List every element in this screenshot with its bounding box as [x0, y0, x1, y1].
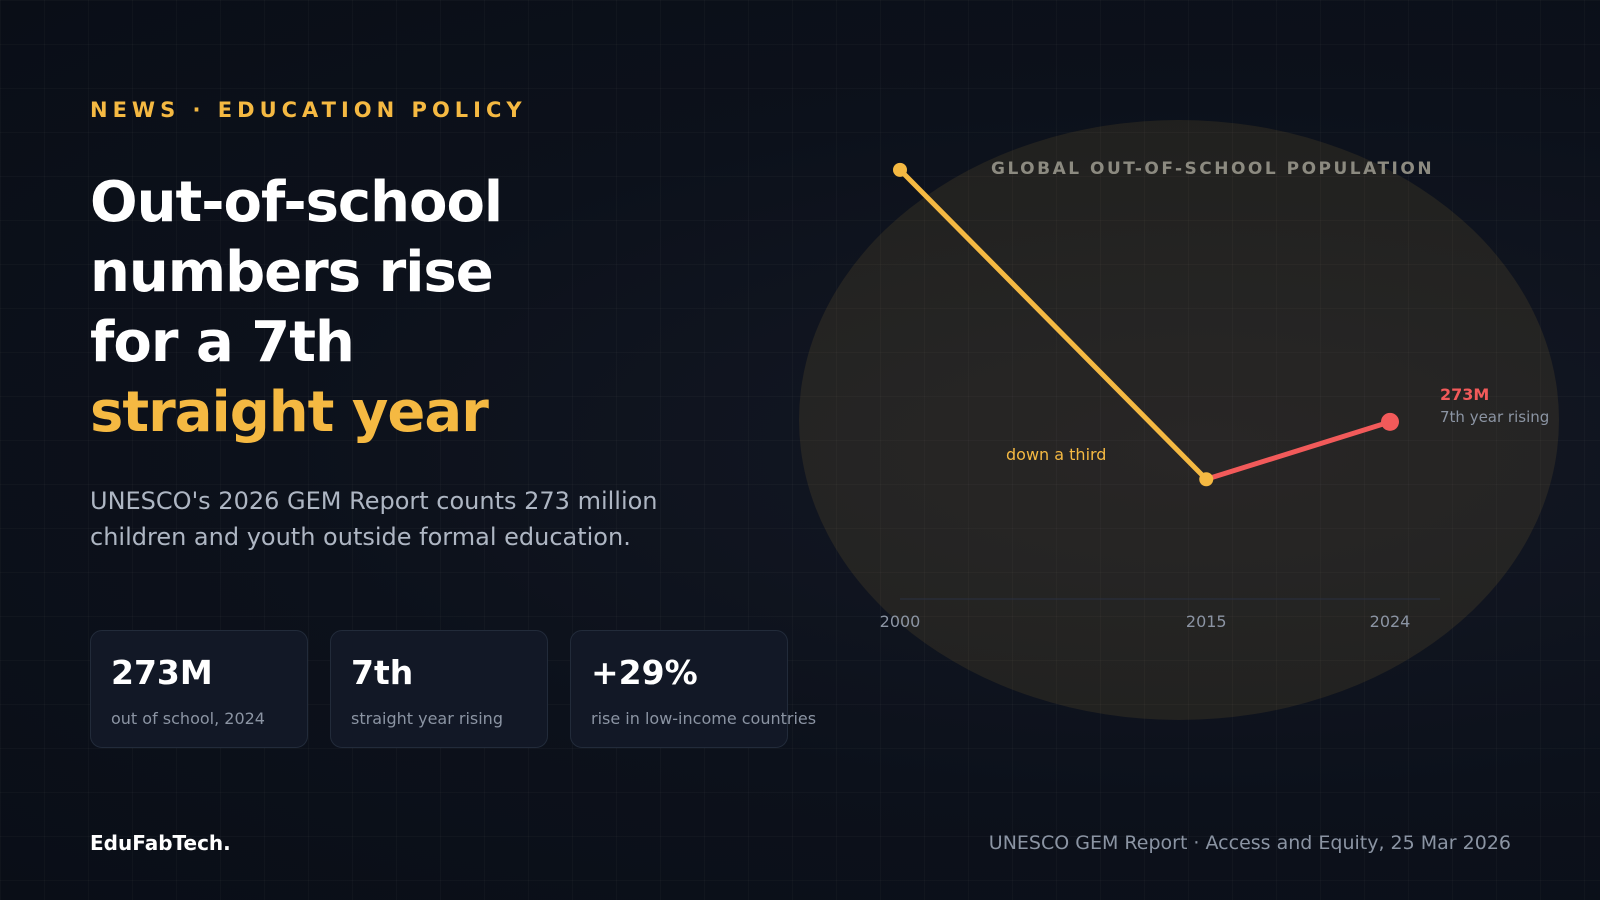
headline-line-3: for a 7th [90, 310, 355, 375]
x-tick-label-2024: 2024 [1370, 612, 1411, 631]
data-point-2000 [893, 162, 907, 177]
stat-card-out-of-school: 273M out of school, 2024 [90, 630, 308, 748]
series-segment-declining [897, 167, 1209, 482]
data-point-2024 [1381, 412, 1399, 431]
chart-title: GLOBAL OUT-OF-SCHOOL POPULATION [991, 159, 1434, 179]
stat-card-low-income-rise: +29% rise in low-income countries [570, 630, 816, 748]
stat-card-years-rising: 7th straight year rising [330, 630, 548, 748]
annotation-latest-value: 273M [1440, 385, 1489, 404]
section-kicker: NEWS · EDUCATION POLICY [90, 98, 527, 122]
stat-label: rise in low-income countries [591, 709, 817, 728]
chart-halo [799, 120, 1559, 720]
annotation-down-a-third: down a third [1006, 445, 1106, 464]
headline-accent-line: straight year [90, 380, 489, 445]
x-tick-label-2000: 2000 [880, 612, 921, 631]
stat-value: 273M [111, 653, 213, 692]
series-segment-rising [1203, 419, 1393, 482]
annotation-latest-note: 7th year rising [1440, 408, 1549, 426]
brand-logo: EduFabTech. [90, 831, 231, 855]
source-citation: UNESCO GEM Report · Access and Equity, 2… [988, 832, 1511, 854]
headline-line-1: Out-of-school [90, 170, 503, 235]
headline-line-2: numbers rise [90, 240, 494, 305]
out-of-school-chart: GLOBAL OUT-OF-SCHOOL POPULATION 2000 2015… [799, 120, 1559, 720]
stat-value: +29% [591, 653, 698, 692]
stat-value: 7th [351, 653, 414, 692]
stat-label: out of school, 2024 [111, 709, 265, 728]
stat-label: straight year rising [351, 709, 503, 728]
data-point-2015 [1199, 472, 1214, 487]
subtitle: UNESCO's 2026 GEM Report counts 273 mill… [90, 487, 658, 551]
page-title: Out-of-school numbers rise for a 7th str… [90, 168, 730, 448]
x-tick-label-2015: 2015 [1186, 612, 1227, 631]
